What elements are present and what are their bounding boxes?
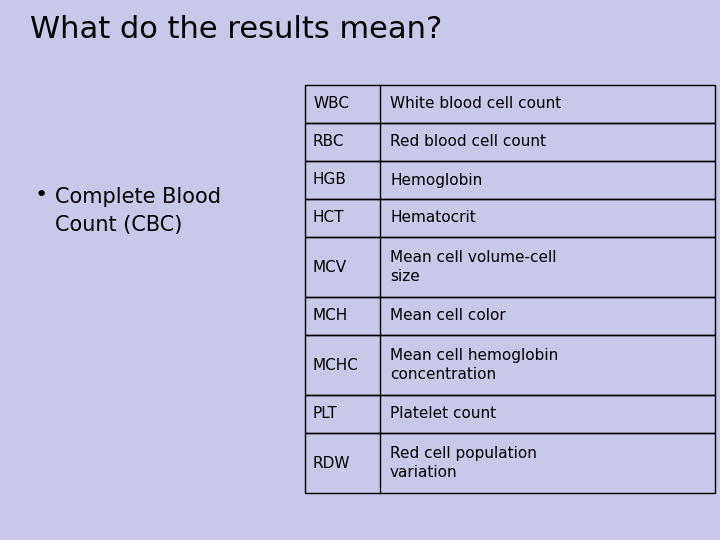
Text: RBC: RBC: [313, 134, 344, 150]
Text: Mean cell color: Mean cell color: [390, 308, 505, 323]
Text: Red cell population
variation: Red cell population variation: [390, 446, 537, 480]
Text: •: •: [35, 185, 48, 205]
Text: Hemoglobin: Hemoglobin: [390, 172, 482, 187]
Text: PLT: PLT: [313, 407, 338, 422]
Bar: [305, 85, 715, 123]
Bar: [305, 237, 715, 297]
Text: HCT: HCT: [313, 211, 344, 226]
Text: Red blood cell count: Red blood cell count: [390, 134, 546, 150]
Bar: [305, 123, 715, 161]
Text: WBC: WBC: [313, 97, 349, 111]
Text: MCHC: MCHC: [313, 357, 359, 373]
Text: MCH: MCH: [313, 308, 348, 323]
Text: HGB: HGB: [313, 172, 347, 187]
Text: Hematocrit: Hematocrit: [390, 211, 476, 226]
Text: What do the results mean?: What do the results mean?: [30, 15, 442, 44]
Bar: [305, 335, 715, 395]
Text: MCV: MCV: [313, 260, 347, 274]
Bar: [305, 161, 715, 199]
Text: Platelet count: Platelet count: [390, 407, 496, 422]
Bar: [305, 433, 715, 493]
Bar: [305, 297, 715, 335]
Text: RDW: RDW: [313, 456, 351, 470]
Text: Mean cell volume-cell
size: Mean cell volume-cell size: [390, 250, 557, 284]
Text: Mean cell hemoglobin
concentration: Mean cell hemoglobin concentration: [390, 348, 558, 382]
Bar: [305, 395, 715, 433]
Text: White blood cell count: White blood cell count: [390, 97, 562, 111]
Bar: [305, 199, 715, 237]
Text: Complete Blood
Count (CBC): Complete Blood Count (CBC): [55, 187, 221, 235]
